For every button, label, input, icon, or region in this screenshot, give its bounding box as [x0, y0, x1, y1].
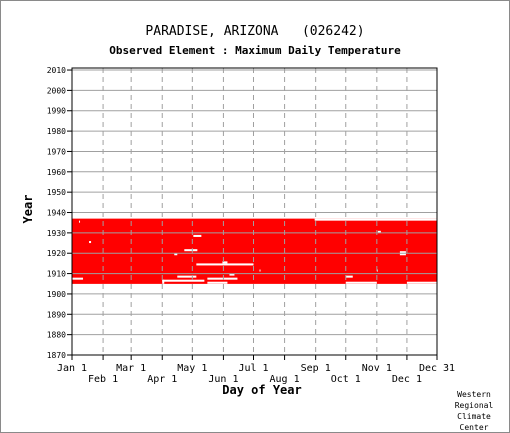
y-axis-label: Year	[21, 195, 35, 224]
missing-data-gap	[345, 275, 353, 278]
x-tick-label: Jan 1	[57, 363, 87, 374]
missing-data-gap	[174, 253, 178, 256]
x-tick-label: Dec 1	[392, 374, 422, 385]
y-tick-label: 1920	[47, 249, 66, 258]
missing-data-gap	[376, 269, 378, 272]
x-tick-label: Jul 1	[238, 363, 268, 374]
x-tick-label: Mar 1	[116, 363, 146, 374]
x-tick-label: Dec 31	[419, 363, 455, 374]
credit-line: Regional	[454, 401, 494, 410]
y-tick-label: 1980	[47, 127, 66, 136]
missing-data-gap	[162, 279, 205, 282]
x-tick-label: Jun 1	[208, 374, 238, 385]
missing-data-gap	[196, 263, 254, 266]
y-tick-label: 1880	[47, 331, 66, 340]
missing-data-gap	[259, 269, 261, 272]
missing-data-gap	[79, 220, 81, 223]
missing-data-gap	[184, 249, 198, 252]
y-tick-label: 1950	[47, 188, 66, 197]
missing-data-gap	[406, 281, 437, 284]
credit-line: Center	[459, 423, 489, 432]
y-tick-label: 2000	[47, 86, 66, 95]
y-tick-label: 1910	[47, 270, 66, 279]
chart-title: PARADISE, ARIZONA (026242)	[145, 24, 365, 39]
y-tick-label: 1940	[47, 209, 66, 218]
plot-area	[72, 68, 437, 355]
credit-block: Western Regional Climate Center	[444, 389, 504, 433]
y-tick-label: 1890	[47, 310, 66, 319]
missing-data-gap	[222, 261, 228, 264]
missing-data-gap	[377, 230, 381, 233]
missing-data-gap	[193, 234, 202, 237]
x-tick-label: Oct 1	[331, 374, 361, 385]
y-tick-label: 1970	[47, 147, 66, 156]
y-tick-label: 1960	[47, 168, 66, 177]
y-tick-label: 1870	[47, 351, 66, 360]
x-tick-label: Sep 1	[301, 363, 331, 374]
plot-border	[71, 67, 438, 356]
x-tick-label: Aug 1	[270, 374, 300, 385]
y-tick-label: 1930	[47, 229, 66, 238]
missing-data-gap	[72, 277, 84, 280]
x-tick-label: Apr 1	[147, 374, 177, 385]
y-tick-label: 1990	[47, 107, 66, 116]
missing-data-gap	[177, 275, 197, 278]
missing-data-gap	[345, 281, 377, 284]
chart-subtitle: Observed Element : Maximum Daily Tempera…	[109, 44, 401, 57]
missing-data-gap	[314, 218, 437, 221]
x-tick-label: May 1	[177, 363, 207, 374]
missing-data-gap	[207, 281, 228, 284]
missing-data-gap	[229, 273, 235, 276]
x-tick-label: Nov 1	[362, 363, 392, 374]
y-tick-label: 2010	[47, 66, 66, 75]
credit-line: Western	[457, 390, 491, 399]
data-coverage-block	[72, 218, 437, 284]
missing-data-gap	[89, 241, 92, 244]
x-axis-label: Day of Year	[222, 383, 301, 397]
x-tick-label: Feb 1	[88, 374, 118, 385]
credit-line: Climate	[457, 412, 491, 421]
y-tick-label: 1900	[47, 290, 66, 299]
missing-data-gap	[207, 277, 238, 280]
